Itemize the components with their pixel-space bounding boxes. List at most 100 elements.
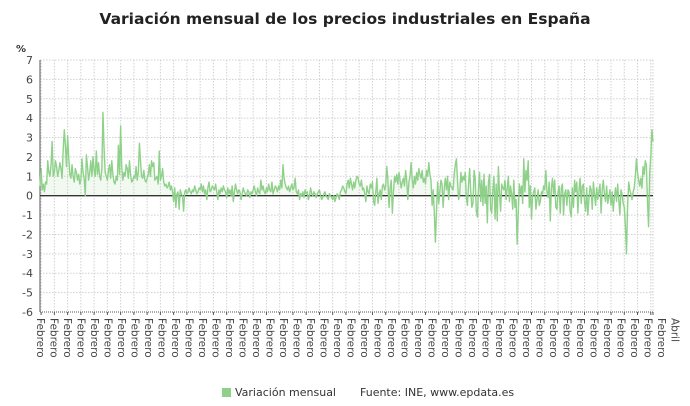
data-point <box>65 144 66 146</box>
data-point <box>544 189 546 191</box>
data-point <box>505 199 507 200</box>
data-point <box>558 185 560 187</box>
data-point <box>216 191 218 193</box>
data-point <box>351 183 352 185</box>
data-point <box>549 220 551 222</box>
data-point <box>89 172 91 173</box>
data-point <box>436 210 437 212</box>
data-point <box>258 191 260 193</box>
data-point <box>206 199 208 200</box>
data-point <box>51 141 53 142</box>
data-point <box>123 172 125 173</box>
data-point <box>576 181 578 183</box>
data-point <box>87 166 88 168</box>
data-point <box>288 185 289 187</box>
data-point <box>246 195 247 197</box>
data-point <box>166 187 168 189</box>
data-point <box>208 181 210 183</box>
data-point <box>457 179 458 181</box>
data-point <box>73 181 75 183</box>
data-point <box>438 203 440 204</box>
data-point <box>419 173 421 175</box>
data-point <box>226 197 228 199</box>
data-point <box>353 181 355 183</box>
data-point <box>253 185 255 187</box>
data-point <box>550 187 552 189</box>
x-tick-label: Febrero <box>642 318 654 358</box>
data-point <box>139 142 140 144</box>
data-point <box>532 195 534 197</box>
data-point <box>279 189 281 191</box>
data-point <box>82 172 84 173</box>
data-point <box>126 168 128 169</box>
data-point <box>332 199 334 200</box>
x-tick-label: Febrero <box>345 318 357 358</box>
data-point <box>420 177 422 179</box>
x-tick-label: Febrero <box>439 318 451 358</box>
data-point <box>547 197 549 199</box>
data-point <box>357 177 359 179</box>
source-note: Fuente: INE, www.epdata.es <box>360 386 515 399</box>
data-point <box>129 160 130 162</box>
data-point <box>278 185 279 187</box>
data-point <box>83 177 85 179</box>
data-point <box>78 173 80 175</box>
data-point <box>552 177 553 179</box>
data-point <box>356 175 358 177</box>
data-point <box>554 179 556 181</box>
data-point <box>148 164 150 166</box>
data-point <box>194 185 196 187</box>
data-point <box>228 193 230 195</box>
data-point <box>521 185 522 187</box>
data-point <box>172 191 173 193</box>
x-tick-label: Febrero <box>534 318 546 358</box>
data-point <box>491 212 493 214</box>
data-point <box>284 183 286 185</box>
data-point <box>563 214 564 216</box>
data-point <box>299 199 300 200</box>
data-point <box>624 226 626 228</box>
data-point <box>104 172 106 173</box>
data-point <box>39 185 41 187</box>
data-point <box>478 187 479 189</box>
data-point <box>293 187 295 189</box>
data-point <box>545 170 547 171</box>
data-point <box>225 191 226 193</box>
data-point <box>467 204 468 206</box>
data-point <box>364 193 366 195</box>
data-point <box>423 177 425 179</box>
x-tick-label: Febrero <box>304 318 316 358</box>
data-point <box>53 172 55 173</box>
data-point <box>68 156 70 158</box>
data-point <box>227 187 229 189</box>
y-tick-label: 4 <box>26 112 33 125</box>
data-point <box>219 193 221 195</box>
data-point <box>173 201 175 202</box>
data-point <box>506 187 508 189</box>
data-point <box>522 203 524 204</box>
data-point <box>370 187 372 189</box>
data-point <box>489 173 490 175</box>
data-point <box>587 214 589 216</box>
data-point <box>67 135 69 137</box>
data-point <box>609 189 611 191</box>
x-tick-label: Febrero <box>399 318 411 358</box>
data-point <box>442 206 444 208</box>
data-point <box>432 189 434 191</box>
y-tick-label: -1 <box>22 209 33 222</box>
data-point <box>446 189 447 191</box>
data-point <box>644 160 646 162</box>
data-point <box>388 206 390 208</box>
data-point <box>469 168 471 169</box>
data-point <box>530 185 531 187</box>
data-point <box>480 201 482 202</box>
data-point <box>346 183 348 185</box>
data-point <box>639 185 641 187</box>
data-point <box>571 187 573 189</box>
x-tick-label: Febrero <box>574 318 586 358</box>
data-point <box>623 206 625 208</box>
data-point <box>514 206 516 208</box>
data-point <box>201 191 203 193</box>
y-tick-label: -6 <box>22 306 33 319</box>
data-point <box>385 185 387 187</box>
